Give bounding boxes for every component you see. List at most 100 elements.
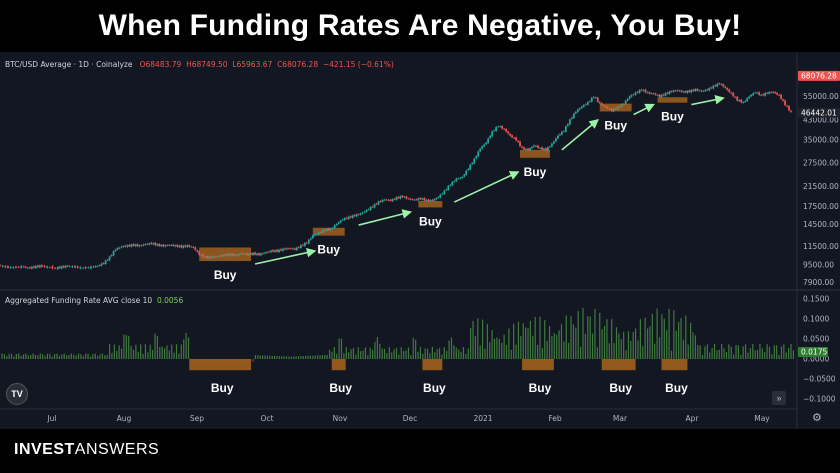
funding-bar	[395, 347, 398, 359]
price-candle	[574, 111, 577, 114]
price-candle	[776, 92, 778, 95]
price-candle	[238, 253, 240, 256]
funding-bar	[8, 353, 10, 359]
price-candle	[106, 259, 109, 261]
price-candle	[584, 104, 587, 106]
funding-bar	[51, 356, 53, 359]
price-candle	[128, 244, 131, 247]
tradingview-logo-icon[interactable]: TV	[6, 383, 28, 405]
price-candle	[640, 89, 643, 91]
funding-bar	[682, 339, 685, 359]
funding-bar	[711, 348, 713, 359]
funding-bar	[340, 338, 343, 359]
price-candle	[36, 265, 39, 268]
funding-bar	[685, 315, 687, 359]
price-candle	[652, 93, 655, 95]
price-candle	[74, 265, 76, 268]
funding-bar	[704, 346, 706, 359]
price-candle	[580, 106, 583, 109]
double-chevron-right-icon[interactable]: »	[772, 391, 786, 405]
price-candle	[186, 245, 189, 247]
price-candle	[714, 85, 717, 87]
funding-bar	[10, 353, 13, 359]
price-buy-arrow	[691, 94, 725, 106]
price-candle	[290, 248, 292, 250]
price-candle	[138, 245, 141, 247]
open-value: O68483.79	[139, 60, 182, 69]
price-candle	[493, 130, 496, 132]
price-candle	[244, 253, 246, 255]
funding-bar	[718, 349, 720, 359]
funding-bar	[766, 344, 768, 359]
funding-bar	[99, 354, 101, 359]
price-candle	[152, 243, 155, 245]
price-candle	[303, 242, 306, 246]
price-candle	[140, 245, 143, 247]
funding-bar	[264, 355, 266, 359]
funding-buy-zone	[331, 359, 346, 371]
funding-bar	[75, 355, 77, 359]
ohlc-header: BTC/USD Average · 1D · Coinalyze O68483.…	[5, 60, 394, 69]
price-candle	[325, 228, 328, 232]
funding-bar	[637, 340, 639, 359]
funding-bar	[118, 345, 120, 359]
price-candle	[712, 85, 715, 89]
funding-bar	[742, 346, 744, 359]
funding-bar	[140, 344, 142, 359]
price-candle	[204, 256, 207, 258]
funding-bar	[398, 354, 400, 359]
chart-panel[interactable]	[0, 52, 840, 429]
funding-tick-label: −0.0500	[803, 375, 836, 384]
price-candle	[62, 266, 65, 268]
funding-bar	[699, 345, 701, 359]
funding-bar	[111, 352, 113, 359]
funding-bar	[458, 349, 460, 359]
funding-bar	[472, 320, 474, 359]
funding-bar	[20, 355, 22, 359]
funding-bar	[352, 347, 355, 359]
price-candle	[25, 266, 27, 268]
price-candle	[764, 93, 767, 96]
price-candle	[451, 181, 454, 186]
price-candle	[562, 131, 565, 132]
funding-bar	[297, 356, 300, 359]
funding-bar	[348, 352, 350, 359]
price-buy-label: Buy	[661, 110, 684, 124]
funding-bar	[39, 353, 41, 359]
funding-bar	[273, 355, 276, 359]
time-tick-label: Dec	[403, 414, 418, 423]
price-candle	[626, 98, 629, 101]
price-candle	[672, 90, 675, 92]
price-candle	[208, 256, 211, 259]
price-candle	[433, 199, 436, 201]
price-candle	[549, 146, 551, 148]
price-candle	[54, 267, 57, 269]
funding-bar	[713, 343, 716, 359]
funding-bar	[419, 347, 422, 359]
price-tick-label: 43000.00	[803, 115, 839, 124]
price-candle	[393, 198, 396, 200]
funding-buy-zone	[189, 359, 252, 371]
price-candle	[463, 174, 466, 177]
gear-icon[interactable]: ⚙	[812, 412, 822, 424]
funding-bar	[756, 349, 759, 359]
funding-bar	[752, 343, 754, 359]
funding-bar	[357, 347, 359, 359]
price-candle	[754, 92, 757, 94]
funding-bar	[620, 339, 622, 359]
price-candle	[517, 140, 519, 142]
funding-bar	[300, 356, 302, 359]
funding-bar	[116, 350, 118, 359]
funding-bar	[6, 356, 8, 359]
price-candle	[425, 199, 428, 201]
funding-bar	[92, 354, 94, 359]
funding-bar	[106, 354, 108, 359]
price-candle	[359, 213, 362, 215]
price-buy-label: Buy	[317, 243, 340, 257]
price-candle	[224, 254, 227, 256]
funding-buy-label: Buy	[211, 381, 234, 395]
funding-bar	[417, 351, 419, 359]
price-tick-label: 7900.00	[803, 278, 834, 287]
price-candle	[192, 246, 195, 248]
